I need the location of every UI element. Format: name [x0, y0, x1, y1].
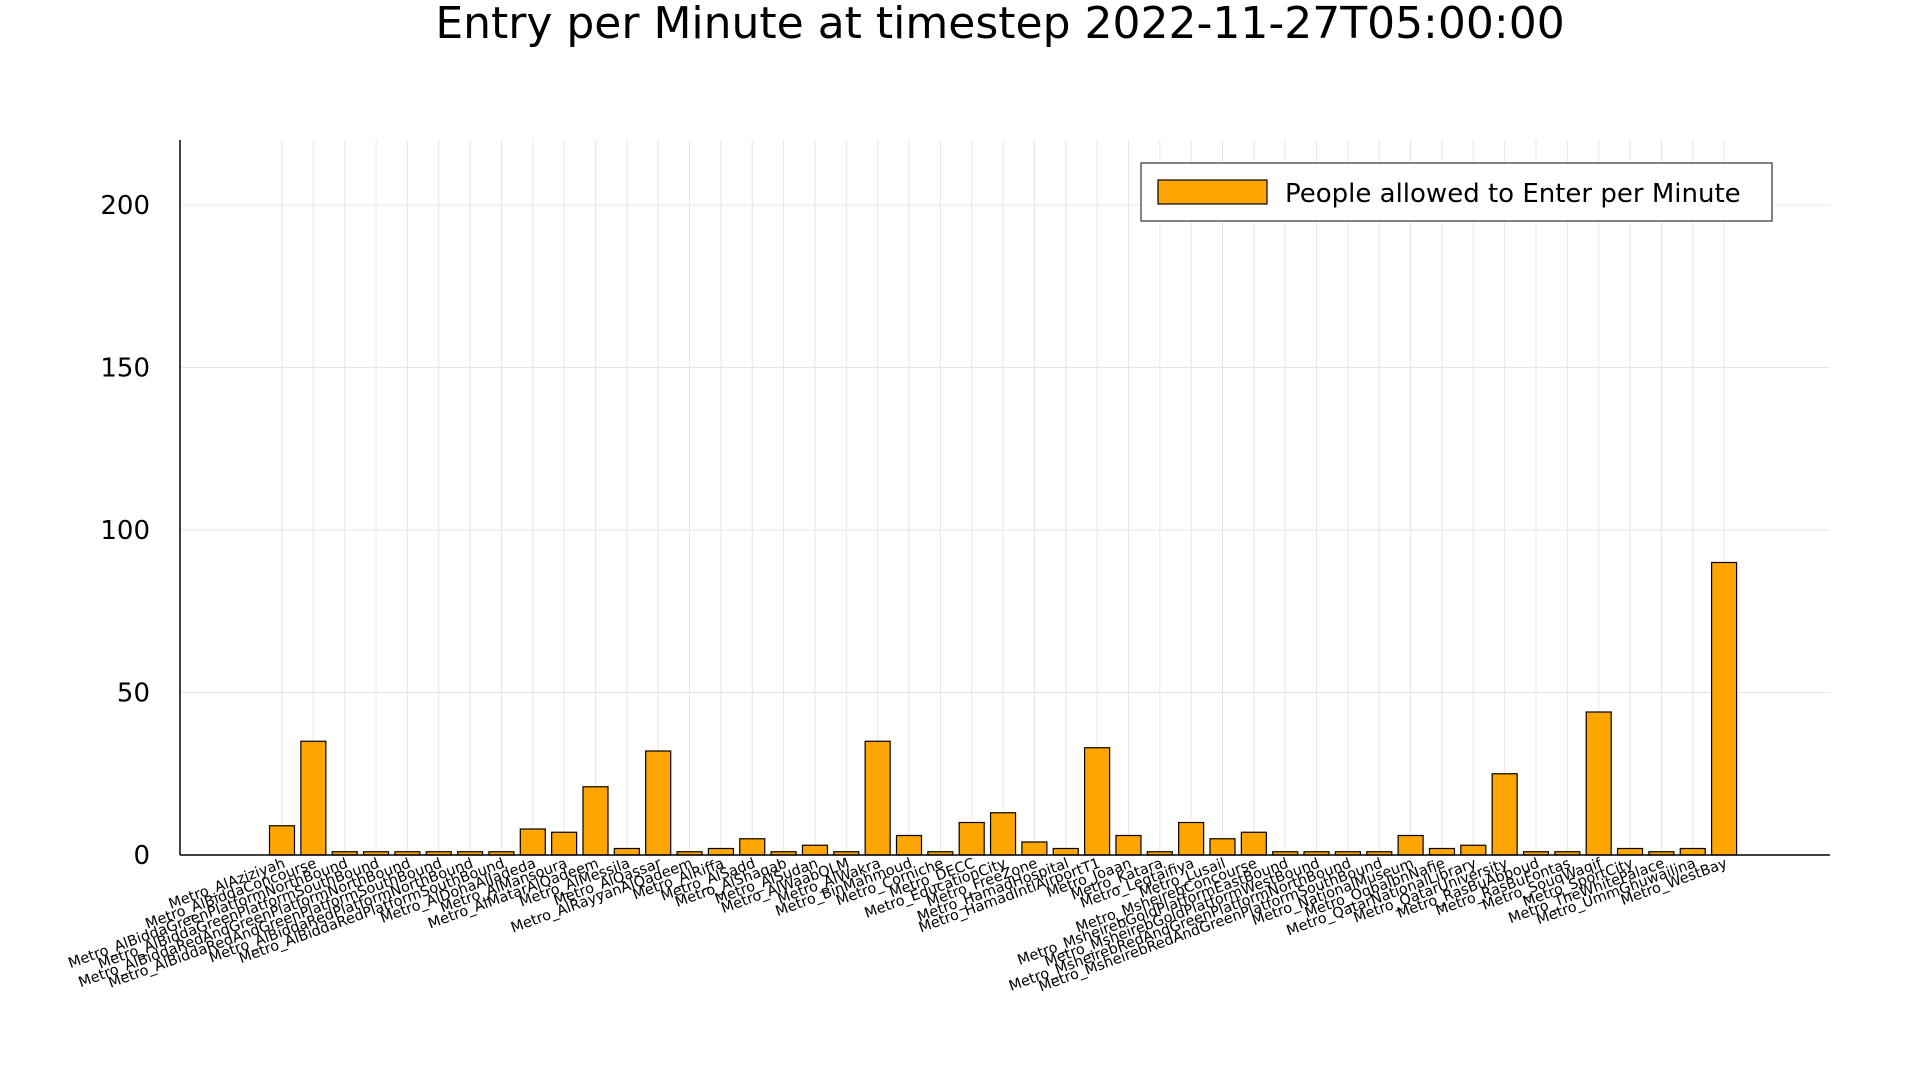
y-tick-label: 0 — [133, 841, 150, 871]
bar — [1240, 831, 1267, 856]
bar — [268, 825, 296, 856]
y-tick-label: 200 — [100, 191, 150, 221]
bar — [1178, 821, 1205, 856]
bar — [1052, 847, 1079, 856]
legend-swatch — [1157, 179, 1268, 205]
bar — [1115, 834, 1142, 856]
bar — [1397, 834, 1424, 856]
bar — [519, 828, 546, 856]
bar — [707, 847, 735, 856]
bar — [300, 740, 327, 856]
bar — [582, 786, 609, 856]
y-axis-tick-labels: 0 50 100 150 200 — [100, 191, 150, 871]
bar — [1679, 847, 1706, 856]
bar — [801, 844, 829, 856]
bar — [1585, 711, 1612, 856]
bar — [1710, 561, 1738, 856]
bar — [1209, 838, 1236, 856]
bar — [613, 847, 640, 856]
bar — [864, 740, 891, 856]
y-tick-label: 50 — [117, 679, 150, 709]
bar — [989, 812, 1017, 856]
bar — [958, 821, 985, 856]
y-tick-label: 100 — [100, 516, 150, 546]
legend: People allowed to Enter per Minute — [1140, 162, 1773, 222]
chart-title: Entry per Minute at timestep 2022-11-27T… — [435, 0, 1564, 49]
x-axis-tick-labels: Metro_AlAziziyahMetro_AlBiddaConcourseMe… — [66, 855, 1730, 995]
grid-lines — [180, 140, 1830, 856]
bar — [739, 838, 766, 856]
legend-label: People allowed to Enter per Minute — [1285, 179, 1741, 209]
bar — [551, 831, 578, 856]
bar — [1491, 773, 1518, 856]
bar — [1460, 844, 1487, 856]
y-tick-label: 150 — [100, 354, 150, 384]
bars — [268, 561, 1738, 856]
bar — [1616, 847, 1644, 856]
bar — [645, 750, 672, 856]
bar — [1083, 747, 1111, 856]
bar — [1428, 847, 1456, 856]
bar — [895, 834, 923, 856]
bar — [1021, 841, 1048, 856]
